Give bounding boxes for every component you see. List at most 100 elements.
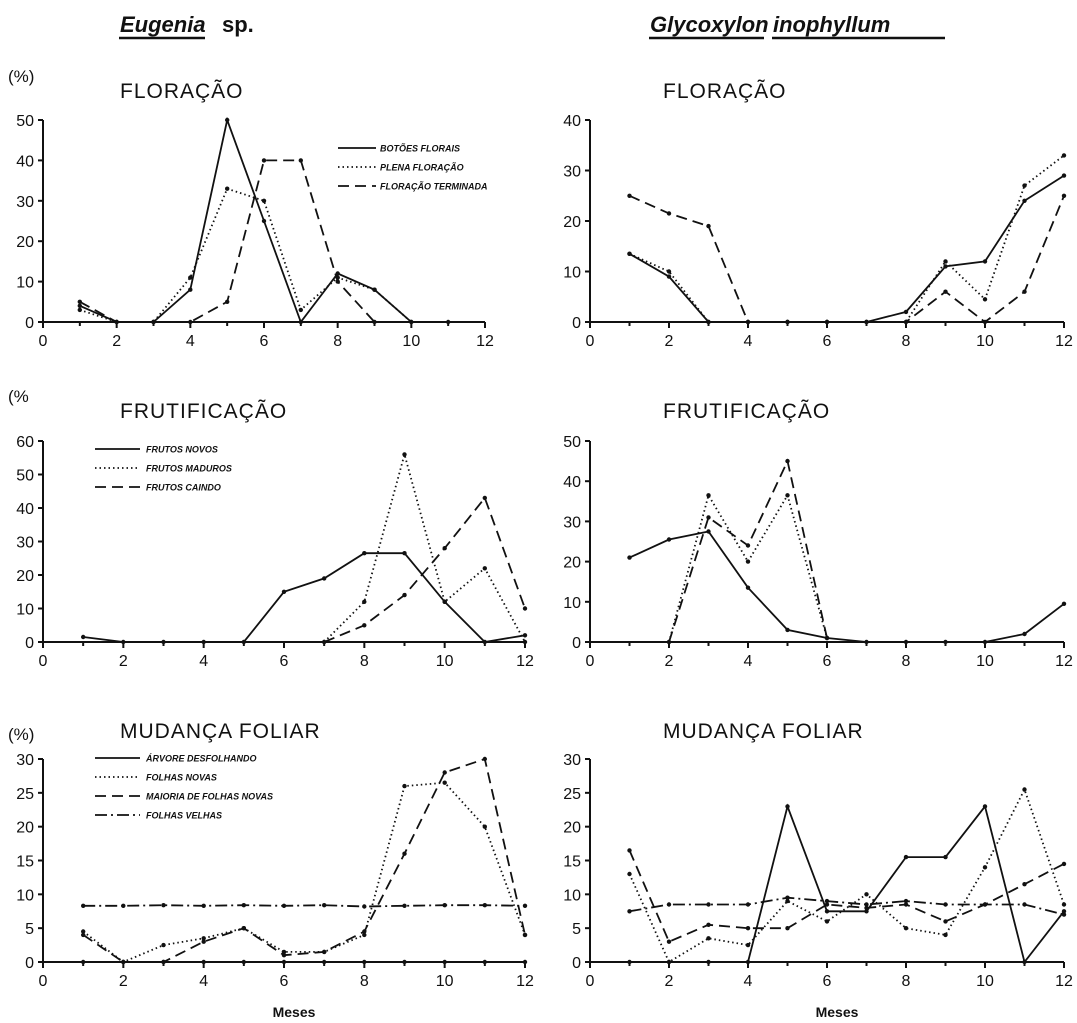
data-point	[1022, 631, 1027, 637]
data-point	[151, 319, 156, 325]
data-point	[1061, 912, 1067, 917]
data-point	[362, 551, 367, 556]
data-point	[982, 319, 988, 325]
legend: FRUTOS NOVOS FRUTOS MADUROS FRUTOS CAINDO	[95, 445, 232, 493]
data-point	[745, 959, 751, 965]
data-point	[522, 903, 528, 908]
data-point	[261, 198, 267, 203]
y-tick-label: 10	[563, 595, 581, 612]
data-point	[241, 926, 246, 931]
data-point	[402, 959, 407, 965]
data-point	[482, 639, 487, 645]
data-point	[402, 851, 407, 856]
x-tick-label: 12	[516, 653, 534, 670]
x-tick-label: 6	[823, 333, 832, 350]
data-point	[627, 251, 632, 256]
data-point	[442, 903, 447, 908]
panel-glycoxylon-frutificacao: FRUTIFICAÇÃO 0 10 20 30 40 50 0 2 4 6 8 10 12	[563, 399, 1073, 670]
data-point	[241, 959, 246, 965]
data-point	[666, 939, 672, 944]
data-point	[261, 158, 267, 163]
x-axis-label: Meses	[816, 1004, 859, 1020]
data-point	[982, 639, 988, 645]
data-point	[482, 824, 487, 829]
data-point	[982, 902, 988, 907]
data-point	[903, 639, 909, 645]
data-point	[666, 269, 672, 274]
panel-title: FLORAÇÃO	[120, 79, 244, 103]
x-tick-label: 8	[360, 653, 369, 670]
data-point	[745, 902, 751, 907]
data-point	[1022, 787, 1027, 792]
data-point	[1022, 959, 1027, 965]
data-point	[362, 959, 367, 965]
series-dotted	[81, 780, 528, 965]
panel-title: FLORAÇÃO	[663, 79, 787, 103]
y-tick-label: 40	[563, 474, 581, 491]
series-line	[323, 450, 526, 643]
data-point	[188, 319, 193, 325]
series-line	[323, 496, 526, 643]
data-point	[446, 319, 451, 325]
data-point	[943, 259, 948, 264]
data-point	[81, 634, 86, 640]
data-point	[362, 932, 367, 938]
data-point	[362, 599, 367, 604]
data-point	[785, 895, 790, 900]
x-tick-label: 8	[902, 973, 911, 990]
legend-label: PLENA FLORAÇÃO	[380, 163, 464, 173]
y-tick-label: 30	[563, 752, 581, 769]
data-point	[201, 936, 206, 941]
x-tick-label: 4	[744, 973, 753, 990]
data-point	[121, 639, 126, 645]
data-point	[442, 959, 447, 965]
data-point	[1061, 153, 1067, 158]
species-suffix-left: sp.	[222, 12, 254, 37]
series-dashed	[627, 193, 1067, 325]
x-tick-label: 2	[665, 973, 674, 990]
panel-title: MUDANÇA FOLIAR	[663, 720, 864, 743]
data-point	[402, 551, 407, 556]
y-tick-label: 0	[25, 955, 34, 972]
x-tick-label: 2	[665, 653, 674, 670]
species-suffix-right: inophyllum	[773, 12, 890, 37]
data-point	[1061, 902, 1067, 907]
data-point	[482, 495, 487, 501]
data-point	[322, 576, 327, 581]
x-tick-label: 0	[586, 333, 595, 350]
data-point	[81, 932, 86, 938]
x-tick-label: 6	[280, 973, 289, 990]
data-point	[864, 892, 869, 897]
data-point	[121, 959, 126, 965]
x-tick-label: 2	[119, 973, 128, 990]
data-point	[402, 452, 407, 457]
x-tick-label: 2	[665, 333, 674, 350]
y-tick-label: 20	[16, 568, 34, 585]
unit-label: (%)	[8, 67, 34, 86]
data-point	[864, 902, 869, 907]
y-tick-label: 0	[25, 635, 34, 652]
panel-eugenia-frutificacao: FRUTIFICAÇÃO (% 0 10 20 30 40 50 60 0 2 4 6 8 10 12 FRUT…	[8, 387, 534, 670]
y-tick-label: 20	[563, 214, 581, 231]
series-line	[629, 174, 1065, 323]
data-point	[943, 902, 948, 907]
y-tick-label: 30	[16, 752, 34, 769]
y-tick-label: 0	[572, 315, 581, 332]
data-point	[666, 902, 672, 907]
data-point	[1022, 902, 1027, 907]
data-point	[706, 922, 711, 927]
data-point	[298, 158, 303, 163]
data-point	[903, 902, 909, 907]
data-point	[188, 287, 193, 292]
data-point	[706, 902, 711, 907]
data-point	[745, 926, 751, 931]
legend-label: FOLHAS NOVAS	[146, 773, 217, 783]
series-line	[629, 803, 1065, 965]
y-tick-label: 50	[563, 434, 581, 451]
series-dashed	[81, 756, 528, 965]
y-tick-label: 10	[16, 602, 34, 619]
panel-eugenia-floracao: FLORAÇÃO (%) 0 10 20 30 40 50 0 2 4 6 8 10 12 BOTÕES FL…	[8, 67, 494, 350]
legend-label: FRUTOS MADUROS	[146, 464, 232, 474]
panel-glycoxylon-mudanca-foliar: MUDANÇA FOLIAR 0 5 10 15 20 25 30 0 2 4 6 8 10 12 Meses	[563, 720, 1073, 1020]
